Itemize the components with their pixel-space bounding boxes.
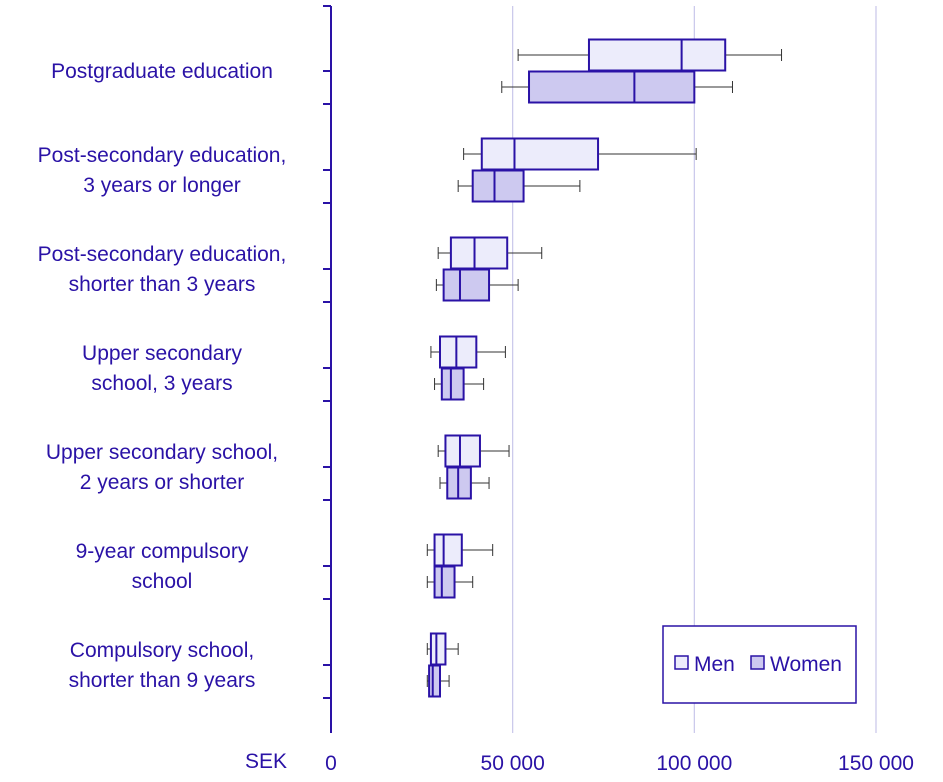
x-tick-label-2: 100 000 bbox=[656, 752, 732, 775]
category-label-6-1: shorter than 9 years bbox=[69, 669, 256, 692]
x-tick-label-3: 150 000 bbox=[838, 752, 914, 775]
box-men-6-box bbox=[429, 632, 447, 666]
label-layer: Postgraduate education Post-secondary edu… bbox=[38, 60, 287, 692]
box-women-0-box bbox=[528, 70, 696, 104]
category-label-3-1: school, 3 years bbox=[91, 372, 232, 395]
box-men-2 bbox=[437, 236, 543, 270]
box-men-5 bbox=[426, 533, 494, 567]
box-women-4 bbox=[439, 466, 490, 500]
box-men-1-box bbox=[480, 137, 600, 171]
box-men-3 bbox=[430, 335, 506, 369]
box-men-5-box bbox=[433, 533, 463, 567]
category-label-2-1: shorter than 3 years bbox=[69, 273, 256, 296]
box-layer bbox=[426, 38, 783, 698]
category-label-4-0: Upper secondary school, bbox=[46, 441, 278, 464]
category-label-3-0: Upper secondary bbox=[82, 342, 242, 365]
box-women-2 bbox=[435, 268, 519, 302]
x-unit-label: SEK bbox=[245, 750, 287, 773]
box-men-0 bbox=[517, 38, 783, 72]
box-men-1 bbox=[463, 137, 697, 171]
legend: Men Women bbox=[662, 625, 857, 704]
category-label-1-0: Post-secondary education, bbox=[38, 144, 287, 167]
category-label-2-0: Post-secondary education, bbox=[38, 243, 287, 266]
legend-label-women: Women bbox=[770, 653, 842, 676]
category-label-4-1: 2 years or shorter bbox=[80, 471, 245, 494]
box-men-2-box bbox=[449, 236, 509, 270]
box-men-3-box bbox=[439, 335, 478, 369]
legend-label-men: Men bbox=[694, 653, 735, 676]
legend-swatch-men bbox=[674, 655, 689, 670]
box-women-2-box bbox=[442, 268, 491, 302]
box-women-1 bbox=[457, 169, 581, 203]
box-men-6 bbox=[426, 632, 459, 666]
box-women-0 bbox=[501, 70, 733, 104]
category-label-6-0: Compulsory school, bbox=[70, 639, 254, 662]
box-men-4 bbox=[437, 434, 510, 468]
box-men-0-box bbox=[587, 38, 727, 72]
box-women-5-box bbox=[433, 565, 456, 599]
box-women-3-box bbox=[440, 367, 465, 401]
x-tick-label-1: 50 000 bbox=[481, 752, 545, 775]
box-women-6-box bbox=[428, 664, 442, 698]
box-women-3 bbox=[434, 367, 485, 401]
category-label-5-0: 9-year compulsory bbox=[76, 540, 249, 563]
x-tick-label-0: 0 bbox=[325, 752, 337, 775]
category-label-5-1: school bbox=[132, 570, 193, 593]
grid-layer bbox=[512, 6, 877, 733]
box-women-1-box bbox=[471, 169, 525, 203]
box-men-4-box bbox=[444, 434, 481, 468]
legend-swatch-women bbox=[750, 655, 765, 670]
box-women-6 bbox=[426, 664, 450, 698]
box-women-5 bbox=[426, 565, 474, 599]
category-label-0-0: Postgraduate education bbox=[51, 60, 273, 83]
category-label-1-1: 3 years or longer bbox=[83, 174, 241, 197]
axis-layer: 0 50 000 100 000 150 000 SEK bbox=[245, 5, 914, 775]
